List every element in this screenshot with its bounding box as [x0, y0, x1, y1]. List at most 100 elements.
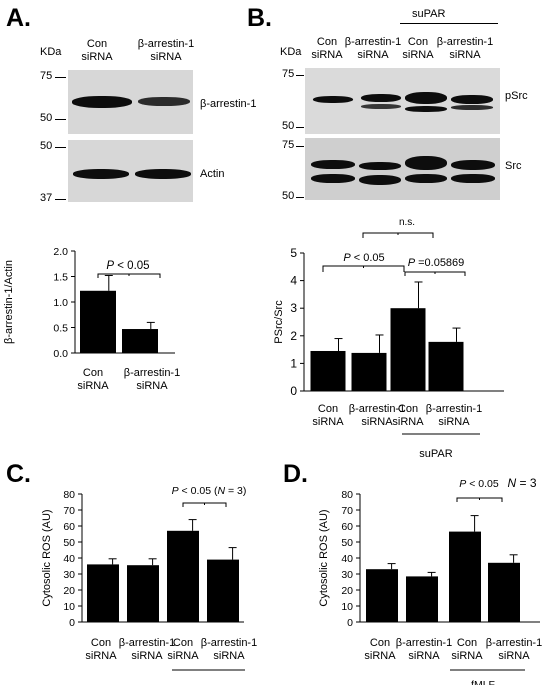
- x-tick-label: Con: [91, 637, 111, 649]
- col-label-line: siRNA: [402, 49, 434, 61]
- y-axis-label: PSrc/Src: [273, 300, 285, 344]
- blot-band: [451, 160, 495, 170]
- bar: [449, 531, 481, 622]
- y-tick-label: 0.0: [53, 348, 68, 360]
- blot-band: [405, 156, 447, 170]
- panel-a-col2-label: β-arrestin-1 siRNA: [126, 38, 206, 64]
- x-tick-label: siRNA: [498, 650, 530, 662]
- blot-band: [451, 174, 495, 183]
- panel-c-letter: C.: [6, 460, 31, 488]
- y-tick-label: 70: [341, 505, 353, 517]
- significance-label: P < 0.05 (N = 3): [172, 485, 247, 497]
- y-tick-label: 0: [347, 617, 353, 629]
- blot-band: [73, 169, 129, 179]
- x-tick-label: siRNA: [131, 650, 163, 662]
- y-tick-label: 5: [290, 246, 297, 260]
- y-tick-label: 2.0: [53, 246, 68, 258]
- y-axis-label: Cytosolic ROS (AU): [41, 509, 53, 606]
- y-tick-label: 1: [290, 356, 297, 370]
- col-label-line: siRNA: [357, 49, 389, 61]
- panel-b-col3-label: Con siRNA: [398, 36, 438, 62]
- x-tick-label: Con: [398, 403, 418, 415]
- blot-band: [361, 94, 401, 102]
- y-tick-label: 30: [341, 569, 353, 581]
- panel-a-blot-bottom-label: Actin: [200, 168, 225, 180]
- y-axis-label: β-arrestin-1/Actin: [3, 260, 15, 344]
- panel-b-kda-label: KDa: [280, 46, 302, 58]
- x-tick-label: β-arrestin-1: [349, 403, 405, 415]
- chart-b: 012345PSrc/SrcConsiRNAβ-arrestin-1siRNAC…: [273, 217, 504, 460]
- group-label: fMLF: [471, 679, 495, 685]
- x-tick-label: Con: [83, 367, 103, 379]
- bar: [310, 350, 346, 391]
- bar: [122, 329, 158, 353]
- blot-band: [138, 97, 190, 106]
- bar: [207, 559, 239, 622]
- marker-tick: [55, 77, 66, 78]
- x-tick-label: siRNA: [451, 650, 483, 662]
- panel-b-supar-label: suPAR: [412, 8, 446, 20]
- y-tick-label: 10: [63, 601, 75, 613]
- significance-label: P < 0.05: [106, 260, 149, 272]
- blot-band: [313, 96, 353, 103]
- x-tick-label: siRNA: [136, 380, 168, 392]
- panel-a-blot-top: [68, 70, 193, 134]
- marker-label: 75: [40, 70, 53, 82]
- marker-tick: [55, 119, 66, 120]
- x-tick-label: Con: [370, 637, 390, 649]
- panel-d-letter: D.: [283, 460, 308, 488]
- supar-bracket-line: [400, 23, 498, 24]
- marker-tick: [55, 199, 66, 200]
- blot-band: [451, 95, 493, 104]
- y-tick-label: 4: [290, 274, 297, 288]
- x-tick-label: Con: [173, 637, 193, 649]
- x-tick-label: siRNA: [312, 416, 344, 428]
- bar: [366, 569, 398, 622]
- blot-band: [72, 96, 132, 108]
- y-tick-label: 80: [341, 489, 353, 501]
- blot-band: [451, 105, 493, 110]
- y-tick-label: 50: [63, 537, 75, 549]
- y-tick-label: 20: [341, 585, 353, 597]
- marker-label: 75: [282, 68, 295, 80]
- col-label-line: β-arrestin-1: [344, 36, 402, 48]
- blot-band: [405, 92, 447, 104]
- panel-b-blot-bottom-label: Src: [505, 160, 522, 172]
- blot-band: [359, 162, 401, 170]
- panel-a-blot-bottom: [68, 140, 193, 202]
- x-tick-label: siRNA: [77, 380, 109, 392]
- x-tick-label: siRNA: [408, 650, 440, 662]
- marker-tick: [296, 75, 304, 76]
- blot-band: [405, 174, 447, 183]
- x-tick-label: siRNA: [364, 650, 396, 662]
- significance-label: P < 0.05: [459, 478, 499, 490]
- panel-a-col1-label: Con siRNA: [72, 38, 122, 64]
- y-tick-label: 1.0: [53, 297, 68, 309]
- y-tick-label: 70: [63, 505, 75, 517]
- bar: [406, 576, 438, 622]
- group-label: suPAR: [207, 683, 239, 685]
- significance-label: P =0.05869: [408, 257, 465, 269]
- x-tick-label: siRNA: [167, 650, 199, 662]
- col-label-line: Con: [86, 38, 108, 50]
- marker-label: 75: [282, 139, 295, 151]
- x-tick-label: siRNA: [213, 650, 245, 662]
- y-tick-label: 1.5: [53, 272, 68, 284]
- bar: [80, 290, 116, 353]
- panel-b-blot-bottom: [305, 138, 500, 200]
- panel-a-blot-top-label: β-arrestin-1: [200, 98, 257, 110]
- significance-label: N = 3: [507, 476, 536, 490]
- marker-label: 50: [40, 112, 53, 124]
- panel-b-letter: B.: [247, 4, 272, 32]
- panel-b-blot-top-label: pSrc: [505, 90, 528, 102]
- x-tick-label: siRNA: [392, 416, 424, 428]
- col-label-line: Con: [316, 36, 338, 48]
- bar: [87, 564, 119, 622]
- bar: [351, 352, 387, 391]
- col-label-line: siRNA: [449, 49, 481, 61]
- col-label-line: β-arrestin-1: [137, 38, 195, 50]
- x-tick-label: siRNA: [361, 416, 393, 428]
- y-tick-label: 50: [341, 537, 353, 549]
